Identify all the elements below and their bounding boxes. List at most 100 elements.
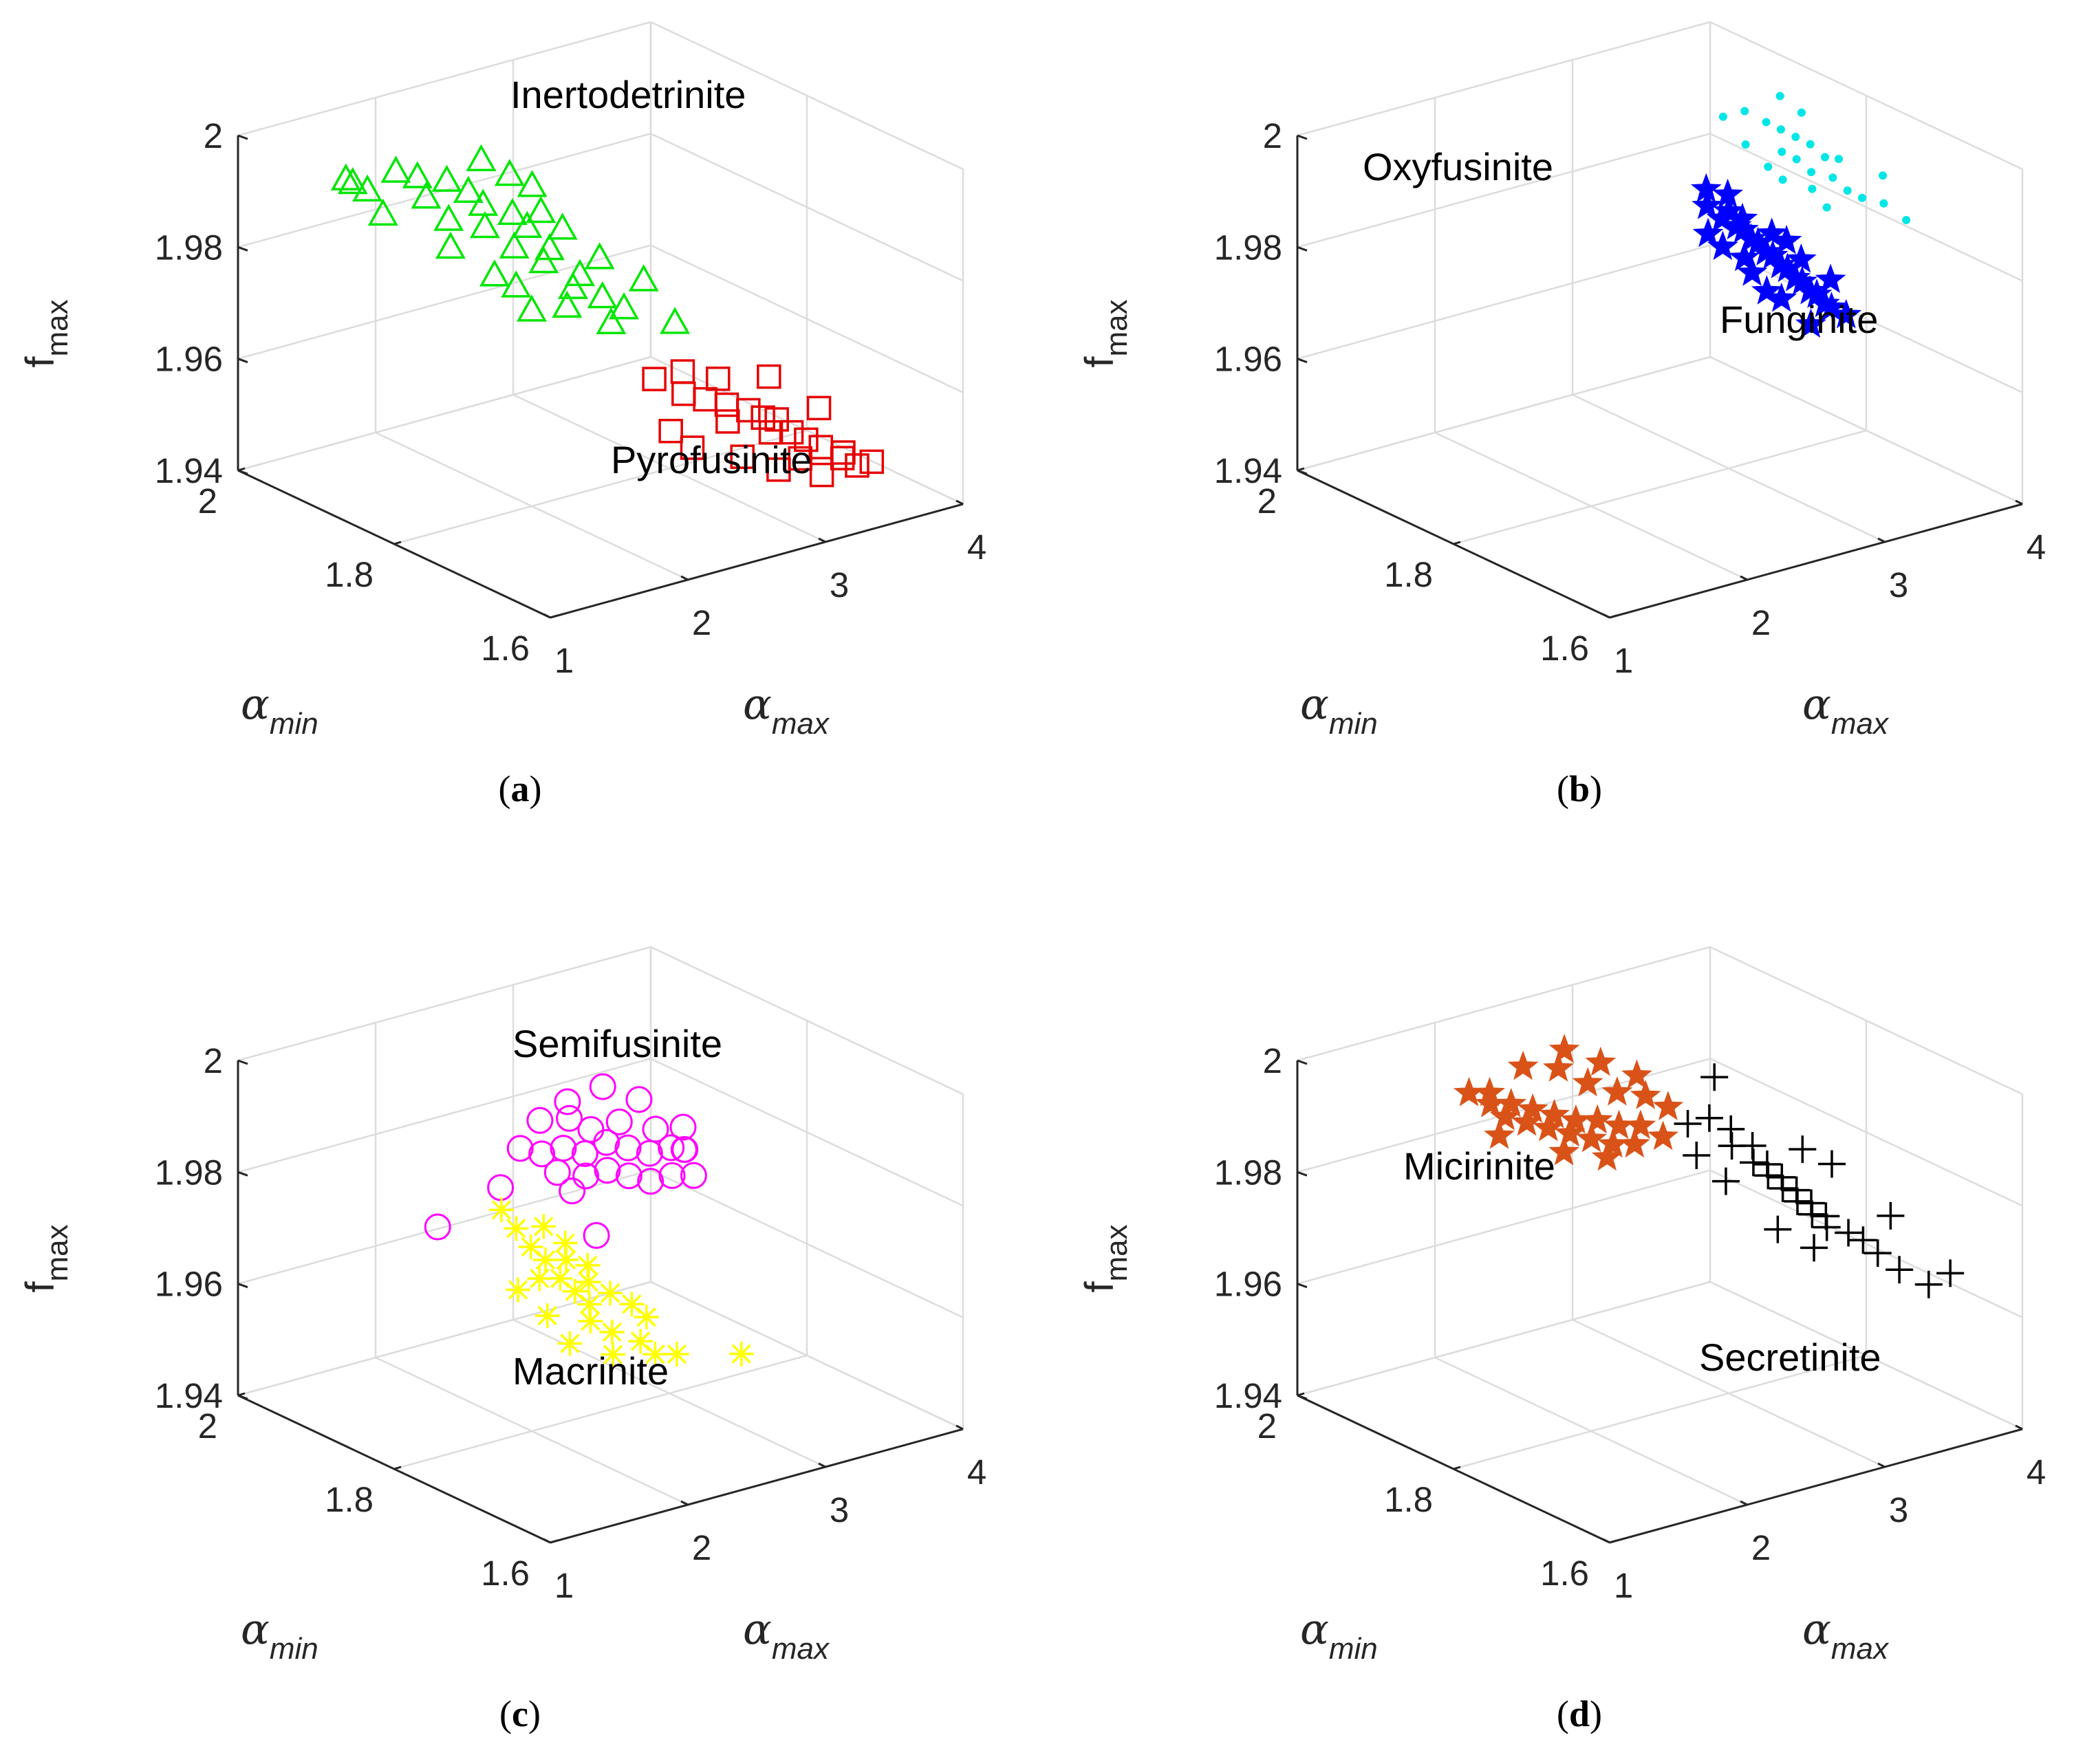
data-point (1727, 202, 1758, 232)
data-point (506, 1277, 530, 1303)
y-tick (955, 499, 964, 505)
y-tick-label: 3 (1889, 1490, 1908, 1529)
grid (237, 21, 964, 619)
data-point (1695, 1104, 1723, 1132)
y-tick (1602, 1538, 1610, 1544)
panel-b: 1.94 1.96 1.98 2 1.6 1.8 2 1 2 3 4 fmax αmin αmax Oxyf… (1077, 21, 2046, 809)
annotation: Pyrofusinite (611, 438, 812, 481)
data-point (517, 170, 548, 197)
data-point (494, 159, 525, 186)
data-point (642, 1115, 669, 1143)
z-tick-label: 1.98 (155, 1153, 223, 1192)
data-point (859, 449, 885, 475)
x-tick (1609, 1539, 1617, 1544)
z-axis-label: fmax (1077, 1224, 1134, 1292)
data-point (1591, 1141, 1623, 1171)
z-tick (1297, 1059, 1308, 1065)
data-point (1843, 186, 1852, 195)
x-tick-label: 1.6 (1540, 1554, 1589, 1593)
z-tick (237, 246, 248, 252)
data-point (601, 1342, 626, 1367)
data-point (1489, 1100, 1521, 1131)
data-point (1797, 108, 1806, 117)
data-point (576, 1270, 601, 1295)
z-tick-label: 1.94 (1214, 451, 1282, 490)
annotation: Secretinite (1699, 1336, 1881, 1379)
data-point (528, 1140, 556, 1168)
grid-line (1297, 946, 1711, 1062)
panel-c: 1.94 1.96 1.98 2 1.6 1.8 2 1 2 3 4 fmax αmin αmax Semi… (18, 946, 986, 1734)
data-point (628, 264, 659, 292)
x-tick-label: 2 (1257, 481, 1277, 521)
grid (1296, 946, 2024, 1544)
data-point (1807, 168, 1815, 177)
data-point (1764, 162, 1773, 171)
data-point (1800, 1234, 1828, 1262)
data-point (572, 1162, 600, 1190)
data-point (1764, 1215, 1792, 1243)
data-point (554, 1247, 579, 1272)
y-tick-label: 2 (1751, 603, 1771, 642)
x-axis-label: αmin (241, 1604, 318, 1666)
data-point (728, 1341, 754, 1366)
grid-line (650, 356, 964, 505)
y-tick-label: 1 (1614, 641, 1633, 680)
data-point (642, 367, 667, 391)
z-tick (1297, 1170, 1308, 1177)
y-axis-label: αmax (743, 679, 830, 741)
data-point (766, 457, 791, 482)
data-point (487, 1174, 515, 1201)
grid-line (1434, 1356, 1748, 1506)
z-tick (237, 1283, 248, 1289)
y-tick (1740, 1500, 1748, 1506)
data-point (706, 366, 731, 391)
data-point (1776, 125, 1785, 134)
data-point (552, 1230, 578, 1256)
grid-line (237, 1058, 651, 1173)
data-point (628, 1329, 653, 1354)
x-tick-label: 1.8 (325, 1480, 374, 1519)
panel-a: 1.94 1.96 1.98 2 1.6 1.8 2 1 2 3 4 fmax αmin αmax Iner… (18, 21, 986, 809)
data-point (1539, 1098, 1570, 1129)
data-point (596, 307, 627, 335)
grid-line (237, 946, 651, 1062)
axes (237, 1059, 964, 1544)
data-point (831, 440, 856, 465)
x-tick-label: 1.6 (1540, 629, 1589, 668)
data-point (1690, 173, 1722, 203)
series-2-square (642, 359, 885, 488)
data-point (1585, 1046, 1617, 1076)
z-tick-label: 2 (204, 1041, 223, 1080)
data-point (625, 1086, 653, 1113)
data-point (433, 204, 464, 231)
z-tick-label: 1.96 (155, 1265, 223, 1304)
x-axis-label: αmin (1300, 1604, 1378, 1666)
grid-line (1709, 1281, 2023, 1430)
series-2-asterisk (488, 1197, 754, 1367)
data-point (750, 405, 775, 430)
data-point (1548, 1034, 1580, 1063)
x-axis-label: αmin (241, 679, 318, 741)
data-point (556, 1104, 583, 1132)
data-point (517, 294, 547, 322)
data-point (1511, 1106, 1542, 1136)
data-point (1754, 1162, 1782, 1190)
y-tick-label: 3 (1889, 565, 1908, 605)
series-1-circle (424, 1073, 707, 1249)
panel-d: 1.94 1.96 1.98 2 1.6 1.8 2 1 2 3 4 fmax αmin αmax Mici… (1077, 946, 2046, 1734)
y-axis-line (550, 503, 964, 619)
data-point (1830, 298, 1862, 329)
data-point (1771, 224, 1802, 254)
data-point (547, 213, 578, 240)
grid-line (650, 1281, 964, 1430)
data-point (468, 188, 499, 216)
data-point (1712, 178, 1744, 208)
z-tick-label: 1.94 (155, 1376, 223, 1415)
grid-line (1297, 21, 1711, 137)
y-tick (543, 613, 551, 619)
data-point (609, 292, 640, 320)
grid-line (1434, 431, 1748, 581)
data-point (757, 364, 781, 389)
data-point (1762, 118, 1771, 127)
data-point (558, 272, 588, 299)
